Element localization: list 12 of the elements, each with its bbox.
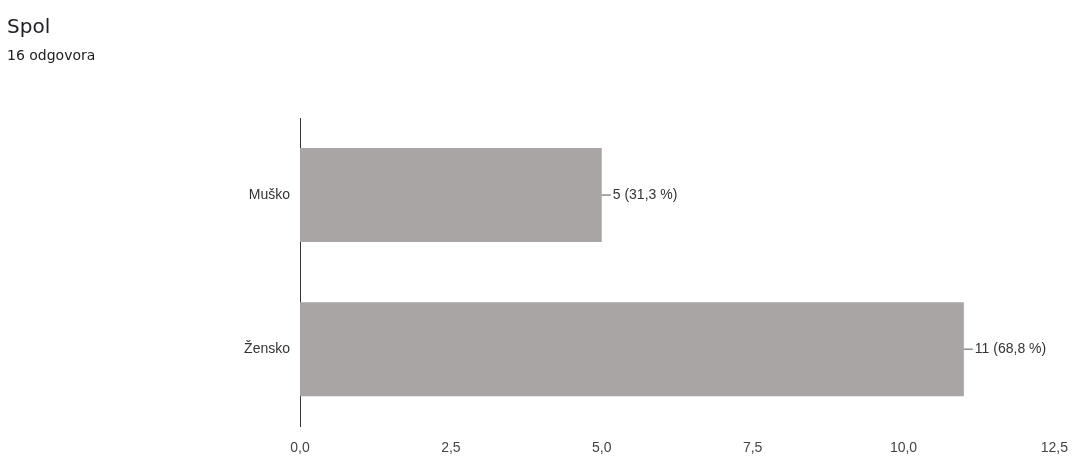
text: 16 odgovora	[7, 47, 96, 63]
x-tick-label: 7,5	[742, 439, 763, 456]
x-tick-label: 10,0	[889, 439, 918, 456]
x-tick-label: 5,0	[592, 439, 612, 456]
text: Spol	[7, 14, 51, 38]
data-label: 5 (31,3 %)	[612, 185, 678, 202]
data-label: 11 (68,8 %)	[974, 340, 1047, 357]
x-tick-label: 2,5	[441, 439, 461, 456]
x-tick-label: 0,0	[290, 439, 310, 456]
y-tick-label: Muško	[248, 185, 291, 202]
y-tick-label: Žensko	[244, 340, 291, 357]
x-tick-label: 12,5	[1040, 439, 1069, 456]
